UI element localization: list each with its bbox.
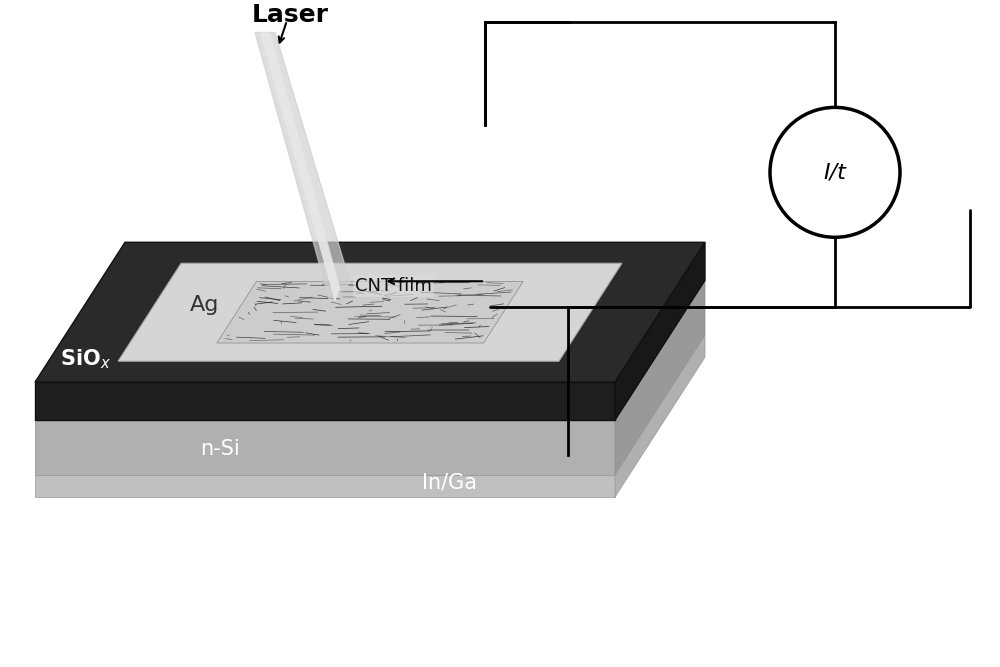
Polygon shape bbox=[260, 33, 340, 302]
Text: CNT film: CNT film bbox=[355, 277, 432, 295]
Polygon shape bbox=[35, 420, 615, 475]
Text: In/Ga: In/Ga bbox=[422, 472, 478, 492]
Polygon shape bbox=[35, 242, 705, 382]
Text: SiO$_x$: SiO$_x$ bbox=[60, 348, 110, 371]
Polygon shape bbox=[118, 263, 622, 362]
Text: Ag: Ag bbox=[190, 295, 220, 315]
Polygon shape bbox=[217, 281, 523, 343]
Polygon shape bbox=[615, 336, 705, 497]
Polygon shape bbox=[35, 280, 705, 420]
Polygon shape bbox=[615, 280, 705, 475]
Polygon shape bbox=[35, 475, 615, 497]
Text: I/t: I/t bbox=[824, 162, 846, 182]
Polygon shape bbox=[615, 242, 705, 420]
Text: Laser: Laser bbox=[252, 3, 328, 27]
Polygon shape bbox=[255, 33, 350, 302]
Circle shape bbox=[770, 107, 900, 237]
Text: n-Si: n-Si bbox=[200, 439, 240, 459]
Polygon shape bbox=[35, 382, 615, 420]
